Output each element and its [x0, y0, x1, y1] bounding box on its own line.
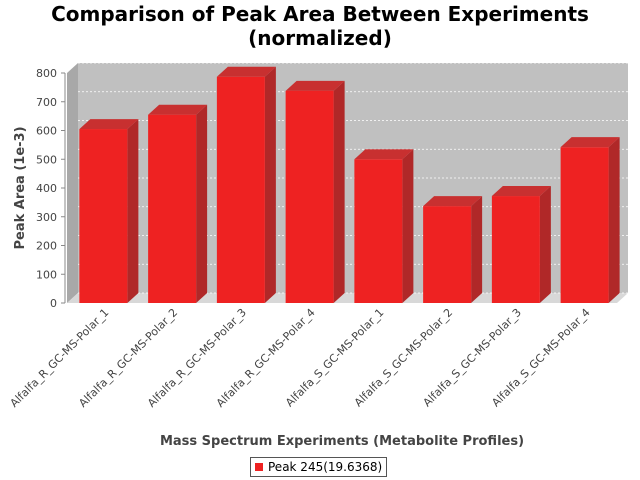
bar-top: [216, 66, 276, 77]
bar: [560, 147, 609, 303]
chart-title-line-1: Comparison of Peak Area Between Experime…: [51, 2, 589, 26]
bar: [79, 129, 128, 303]
plot-floor: [67, 293, 628, 303]
bar-side: [471, 196, 483, 303]
bar-side: [264, 66, 276, 303]
bar-side: [402, 149, 414, 303]
legend-swatch: [255, 463, 263, 471]
y-axis-title: Peak Area (1e-3): [13, 126, 28, 249]
bar-top: [423, 196, 483, 207]
bar-top: [285, 80, 345, 91]
bar-top: [560, 137, 620, 148]
y-tick-label: 0: [50, 297, 57, 310]
y-tick-label: 400: [36, 182, 57, 195]
bar: [423, 206, 472, 303]
bar-top: [148, 104, 208, 115]
bar-side: [127, 119, 139, 303]
legend: Peak 245(19.6368): [250, 457, 388, 477]
y-tick-label: 600: [36, 125, 57, 138]
y-tick-label: 300: [36, 211, 57, 224]
bar-top: [354, 149, 414, 160]
y-tick-label: 700: [36, 96, 57, 109]
y-tick-label: 100: [36, 268, 57, 281]
bar: [148, 114, 197, 303]
bar: [216, 76, 265, 303]
y-tick-label: 800: [36, 67, 57, 80]
plot-left-wall: [67, 63, 78, 303]
y-tick-label: 500: [36, 153, 57, 166]
y-tick-label: 200: [36, 240, 57, 253]
x-axis-title: Mass Spectrum Experiments (Metabolite Pr…: [160, 434, 524, 449]
chart-title: Comparison of Peak Area Between Experime…: [0, 2, 640, 50]
legend-label: Peak 245(19.6368): [268, 460, 383, 474]
chart-title-line-2: (normalized): [248, 26, 392, 50]
bar-side: [608, 137, 620, 303]
bar-side: [539, 186, 551, 303]
bar: [285, 90, 334, 303]
bar: [491, 196, 540, 303]
bar-side: [196, 104, 208, 303]
bar-side: [333, 80, 345, 303]
bar-top: [491, 186, 551, 197]
bar-top: [79, 119, 139, 130]
bar: [354, 159, 403, 303]
